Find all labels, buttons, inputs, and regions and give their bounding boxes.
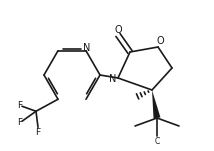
Text: F: F — [17, 118, 22, 127]
Text: O: O — [156, 36, 164, 46]
Text: N: N — [83, 43, 91, 53]
Text: F: F — [36, 128, 41, 137]
Polygon shape — [152, 90, 160, 119]
Text: C: C — [154, 137, 160, 146]
Text: F: F — [17, 101, 22, 110]
Text: N: N — [109, 74, 117, 84]
Text: O: O — [114, 25, 122, 35]
